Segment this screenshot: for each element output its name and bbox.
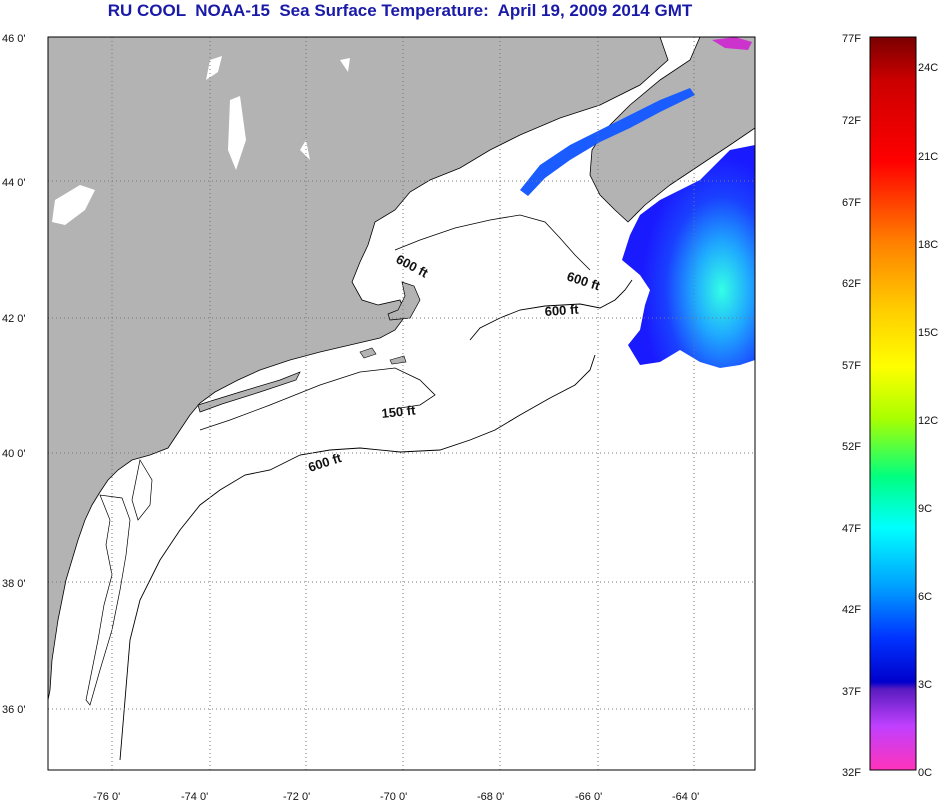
inland-lakes [52,56,350,225]
fahrenheit-label: 32F [842,767,861,779]
lon-label: -76 0' [93,791,120,803]
chesapeake-bay [85,494,131,706]
contour-150ft [199,367,436,431]
celsius-label: 6C [918,591,932,603]
celsius-label: 15C [918,327,938,339]
lon-label: -70 0' [380,791,407,803]
long-island [197,371,301,413]
contour-600ft-shelf [119,354,596,761]
fahrenheit-label: 67F [842,197,861,209]
colorbar [869,36,917,771]
land-nova-scotia [589,37,755,223]
delaware-bay [131,459,153,521]
celsius-label: 3C [918,679,932,691]
fahrenheit-label: 62F [842,278,861,290]
contour-600ft-gulf [394,214,591,271]
lon-label: -72 0' [283,791,310,803]
celsius-label: 9C [918,503,932,515]
fahrenheit-label: 57F [842,360,861,372]
lat-label: 36 0' [2,704,26,716]
fahrenheit-label: 77F [842,33,861,45]
lat-label: 46 0' [2,33,26,45]
sst-magenta-patch [712,37,752,50]
lon-label: -68 0' [477,791,504,803]
lat-label: 42 0' [2,313,26,325]
fahrenheit-label: 37F [842,686,861,698]
celsius-label: 0C [918,767,932,779]
longitude-labels: -76 0' -74 0' -72 0' -70 0' -68 0' -66 0… [93,791,699,803]
celsius-label: 24C [918,62,938,74]
islands [359,347,407,365]
lon-label: -66 0' [575,791,602,803]
lat-label: 40 0' [2,448,26,460]
contour-label-600ft-3: 600 ft [544,302,580,319]
colorbar-celsius-labels: 24C 21C 18C 15C 12C 9C 6C 3C 0C [918,62,938,779]
fahrenheit-label: 72F [842,115,861,127]
cape-cod [387,281,421,321]
celsius-label: 12C [918,415,938,427]
celsius-label: 18C [918,239,938,251]
fahrenheit-label: 52F [842,441,861,453]
fahrenheit-label: 47F [842,523,861,535]
latitude-labels: 46 0' 44 0' 42 0' 40 0' 38 0' 36 0' [2,33,26,716]
contour-600ft-georges [469,279,633,341]
fahrenheit-label: 42F [842,604,861,616]
celsius-label: 21C [918,151,938,163]
sst-offshore-patch [622,145,755,368]
sst-gulf-of-maine-strip [520,88,695,196]
contour-label-150ft: 150 ft [381,402,417,421]
colorbar-fahrenheit-labels: 77F 72F 67F 62F 57F 52F 47F 42F 37F 32F [842,33,861,779]
map-title: RU COOL NOAA-15 Sea Surface Temperature:… [107,1,693,20]
land-us-mainland [48,37,669,701]
map-frame [47,36,756,771]
lat-label: 44 0' [2,177,26,189]
lon-label: -64 0' [672,791,699,803]
lon-label: -74 0' [181,791,208,803]
lat-label: 38 0' [2,578,26,590]
